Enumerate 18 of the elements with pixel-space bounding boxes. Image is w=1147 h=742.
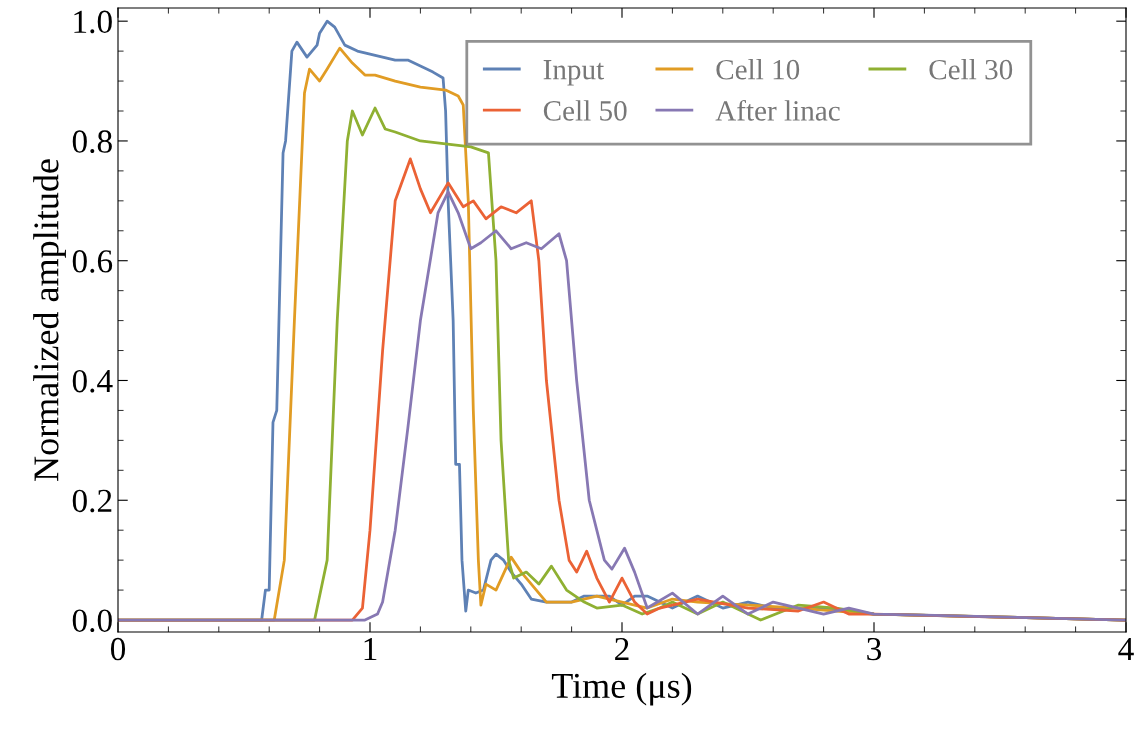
x-tick-label: 4	[1118, 638, 1134, 660]
legend-label: Cell 30	[929, 58, 1013, 80]
legend-label: Input	[543, 60, 605, 86]
y-tick-label: 0.6	[72, 250, 113, 273]
x-tick-label: 2	[615, 637, 629, 660]
x-tick-label: 1	[364, 637, 377, 660]
legend-label: After linac	[715, 99, 840, 121]
y-tick-label: 0.4	[72, 369, 113, 393]
y-tick-label: 0.2	[72, 489, 112, 513]
legend-label: Cell 50	[543, 100, 627, 121]
x-axis-title: Time (μs)	[551, 672, 692, 706]
legend-label: Cell 10	[716, 58, 800, 80]
y-tick-label: 0.0	[72, 609, 112, 633]
y-tick-label: 1.0	[74, 10, 112, 34]
x-tick-label: 0	[110, 637, 126, 661]
y-tick-label: 0.8	[72, 130, 112, 153]
y-axis-title: Normalized amplitude	[33, 159, 66, 481]
x-tick-label: 3	[867, 637, 882, 661]
